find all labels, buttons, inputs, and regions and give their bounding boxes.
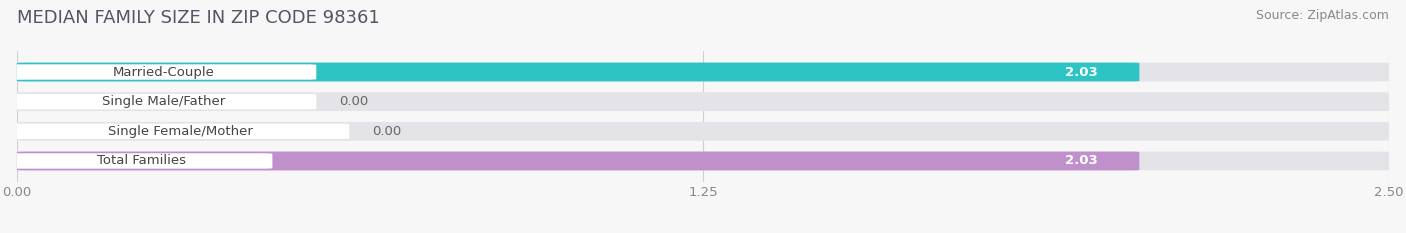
FancyBboxPatch shape bbox=[17, 152, 1139, 170]
Text: Single Male/Father: Single Male/Father bbox=[103, 95, 225, 108]
Text: Single Female/Mother: Single Female/Mother bbox=[108, 125, 253, 138]
FancyBboxPatch shape bbox=[17, 63, 1139, 82]
FancyBboxPatch shape bbox=[17, 122, 1389, 141]
FancyBboxPatch shape bbox=[11, 153, 273, 169]
Text: Source: ZipAtlas.com: Source: ZipAtlas.com bbox=[1256, 9, 1389, 22]
Text: Total Families: Total Families bbox=[97, 154, 186, 168]
Text: 0.00: 0.00 bbox=[373, 125, 402, 138]
Text: Married-Couple: Married-Couple bbox=[112, 65, 215, 79]
FancyBboxPatch shape bbox=[11, 64, 316, 80]
Text: 2.03: 2.03 bbox=[1066, 65, 1098, 79]
FancyBboxPatch shape bbox=[17, 63, 1389, 82]
Text: 2.03: 2.03 bbox=[1066, 154, 1098, 168]
Text: 0.00: 0.00 bbox=[339, 95, 368, 108]
FancyBboxPatch shape bbox=[11, 124, 349, 139]
FancyBboxPatch shape bbox=[11, 94, 316, 109]
FancyBboxPatch shape bbox=[17, 92, 1389, 111]
FancyBboxPatch shape bbox=[17, 152, 1389, 170]
Text: MEDIAN FAMILY SIZE IN ZIP CODE 98361: MEDIAN FAMILY SIZE IN ZIP CODE 98361 bbox=[17, 9, 380, 27]
